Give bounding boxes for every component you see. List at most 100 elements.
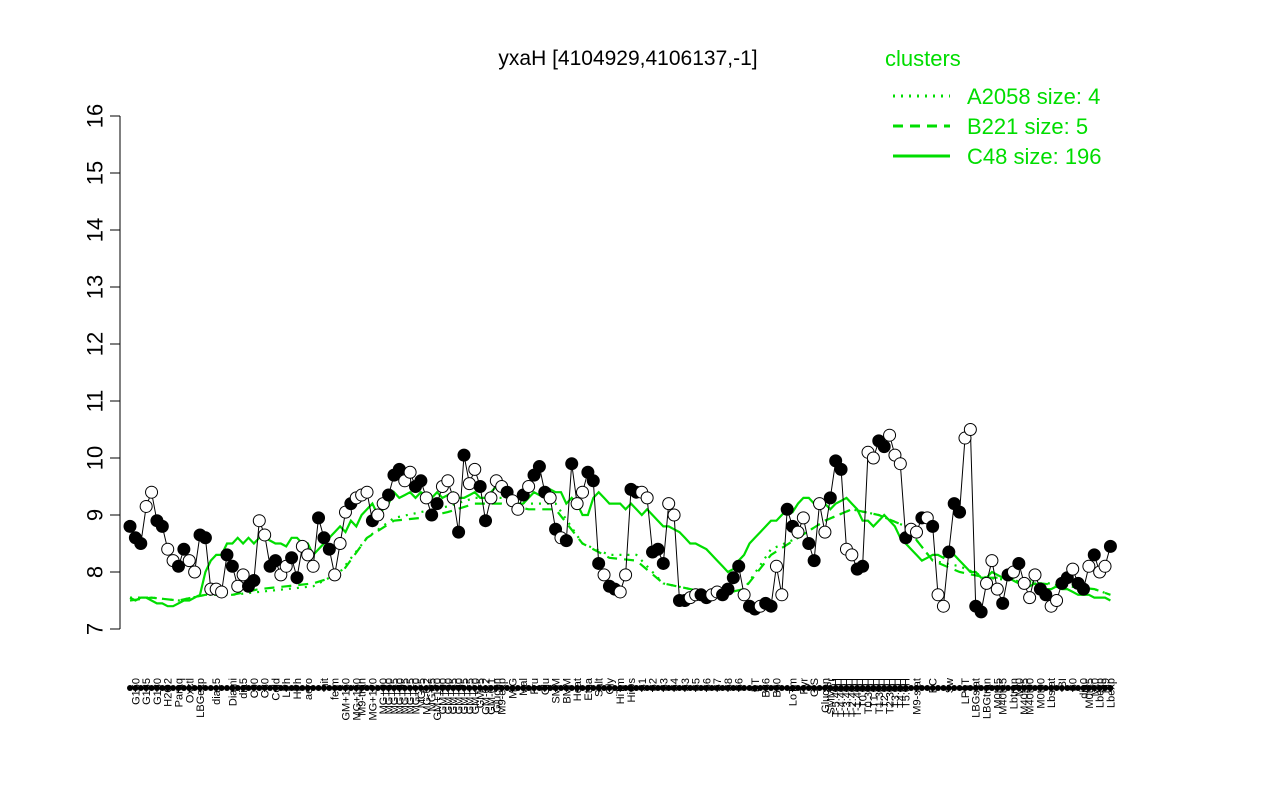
x-rug-mark	[245, 685, 252, 691]
x-rug-mark	[1037, 685, 1044, 691]
x-rug-mark	[439, 685, 446, 691]
data-point	[134, 537, 148, 550]
x-rug-mark	[520, 685, 527, 691]
x-rug-mark	[908, 685, 915, 691]
x-rug-mark	[681, 685, 688, 691]
x-rug-mark	[940, 685, 947, 691]
data-point	[360, 485, 374, 499]
x-rug-mark	[574, 685, 581, 691]
x-rug-mark	[525, 685, 532, 691]
x-rug-mark	[935, 685, 942, 691]
x-rug-mark	[197, 685, 204, 691]
x-rug-mark	[698, 685, 705, 691]
chart-title: yxaH [4104929,4106137,-1]	[498, 47, 757, 70]
data-point	[1082, 559, 1096, 573]
data-point	[990, 582, 1004, 596]
x-rug-mark	[326, 685, 333, 691]
data-point	[392, 462, 406, 476]
x-rug-mark	[153, 685, 160, 691]
x-rug-mark	[460, 685, 467, 691]
data-point	[484, 491, 498, 505]
x-rug-mark	[186, 685, 193, 691]
data-point	[802, 537, 816, 550]
x-rug-mark	[660, 685, 667, 691]
x-rug-mark	[191, 685, 198, 691]
data-point	[834, 462, 848, 476]
data-point	[597, 568, 611, 582]
data-point	[511, 502, 525, 516]
x-rug-mark	[423, 685, 430, 691]
x-rug-mark	[563, 685, 570, 691]
x-tick-label: LPhT	[960, 678, 972, 705]
data-point	[1028, 568, 1042, 582]
x-rug-mark	[875, 685, 882, 691]
x-tick-label: G135	[141, 678, 153, 705]
data-point	[936, 599, 950, 613]
y-tick-label: 9	[83, 509, 108, 521]
x-tick-label: BI	[1057, 678, 1069, 688]
series-line-0	[130, 496, 1111, 602]
data-point	[592, 556, 606, 570]
x-rug-mark	[778, 685, 785, 691]
x-rug-mark	[1102, 685, 1109, 691]
x-tick-label: M9-stat	[911, 678, 923, 715]
x-rug-mark	[444, 685, 451, 691]
data-point	[522, 480, 536, 493]
x-rug-mark	[972, 685, 979, 691]
x-rug-mark	[811, 685, 818, 691]
x-tick-label: nit	[319, 678, 331, 690]
data-point	[215, 585, 229, 599]
data-point	[371, 508, 385, 522]
x-rug-mark	[180, 685, 187, 691]
x-tick-label: LoTm	[788, 678, 800, 706]
data-point	[247, 574, 261, 588]
legend: clusters A2058 size: 4 B221 size: 5 C48 si…	[885, 46, 1102, 169]
x-tick-label: BMM	[561, 678, 573, 704]
x-rug-mark	[719, 685, 726, 691]
x-rug-mark	[843, 685, 850, 691]
x-rug-mark	[531, 685, 538, 691]
x-rug-mark	[773, 685, 780, 691]
x-rug-mark	[1010, 685, 1017, 691]
data-point	[473, 480, 487, 493]
x-rug-mark	[471, 685, 478, 691]
x-rug-mark	[417, 685, 424, 691]
data-point	[796, 511, 810, 525]
x-rug-mark	[945, 685, 952, 691]
x-rug-mark	[374, 685, 381, 691]
x-rug-mark	[746, 685, 753, 691]
x-rug-mark	[590, 685, 597, 691]
data-point	[317, 531, 331, 545]
data-point	[231, 579, 245, 593]
x-rug-mark	[250, 685, 257, 691]
x-rug-mark	[762, 685, 769, 691]
x-rug-mark	[1026, 685, 1033, 691]
y-tick-label: 12	[83, 332, 108, 356]
x-rug-mark	[1069, 685, 1076, 691]
x-rug-mark	[816, 685, 823, 691]
x-rug-mark	[477, 685, 484, 691]
x-rug-mark	[956, 685, 963, 691]
data-point	[161, 542, 175, 556]
x-rug-mark	[347, 685, 354, 691]
x-rug-mark	[143, 685, 150, 691]
data-point	[737, 588, 751, 602]
data-point	[764, 599, 778, 613]
data-point	[721, 582, 735, 596]
x-rug-mark	[1091, 685, 1098, 691]
x-rug-mark	[493, 685, 500, 691]
data-point	[198, 531, 212, 545]
data-point	[419, 491, 433, 505]
x-rug-mark	[482, 685, 489, 691]
x-rug-mark	[283, 685, 290, 691]
x-rug-mark	[1075, 685, 1082, 691]
data-point	[1098, 559, 1112, 573]
x-rug-mark	[207, 685, 214, 691]
data-point	[328, 568, 342, 582]
data-point	[1039, 588, 1053, 602]
x-rug-mark	[832, 685, 839, 691]
x-rug-mark	[358, 685, 365, 691]
data-points	[123, 423, 1117, 619]
x-rug-mark	[735, 685, 742, 691]
x-rug-mark	[1053, 685, 1060, 691]
